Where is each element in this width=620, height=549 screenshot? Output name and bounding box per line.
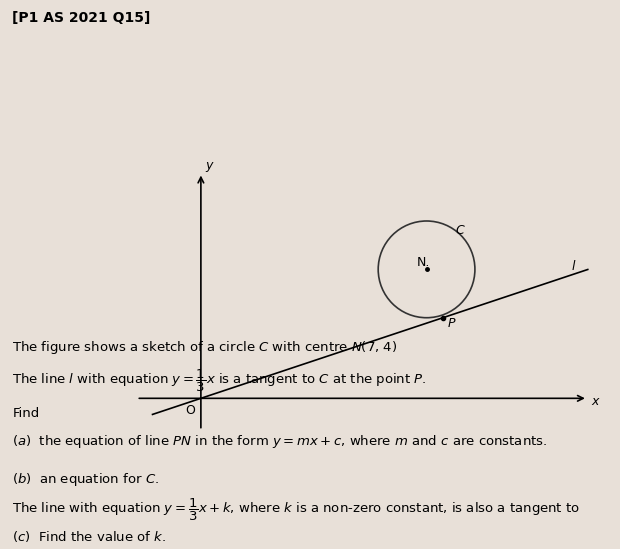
Text: [P1 AS 2021 Q15]: [P1 AS 2021 Q15] xyxy=(12,11,151,25)
Text: $(c)$  Find the value of $k$.: $(c)$ Find the value of $k$. xyxy=(12,529,167,544)
Text: The figure shows a sketch of a circle $C$ with centre $N$(7, 4): The figure shows a sketch of a circle $C… xyxy=(12,339,398,356)
Text: N.: N. xyxy=(417,256,430,269)
Text: y: y xyxy=(206,159,213,172)
Text: The line with equation $y = \dfrac{1}{3}x + k$, where $k$ is a non-zero constant: The line with equation $y = \dfrac{1}{3}… xyxy=(12,497,580,523)
Text: P: P xyxy=(448,317,455,330)
Text: x: x xyxy=(591,395,598,408)
Text: $(b)$  an equation for $C$.: $(b)$ an equation for $C$. xyxy=(12,471,159,488)
Text: $(a)$  the equation of line $PN$ in the form $y = mx + c$, where $m$ and $c$ are: $(a)$ the equation of line $PN$ in the f… xyxy=(12,433,547,450)
Text: Find: Find xyxy=(12,407,40,420)
Text: l: l xyxy=(572,260,575,273)
Text: C: C xyxy=(456,224,464,237)
Text: The line $l$ with equation $y = \dfrac{1}{3}x$ is a tangent to $C$ at the point : The line $l$ with equation $y = \dfrac{1… xyxy=(12,368,427,394)
Text: O: O xyxy=(185,405,195,417)
